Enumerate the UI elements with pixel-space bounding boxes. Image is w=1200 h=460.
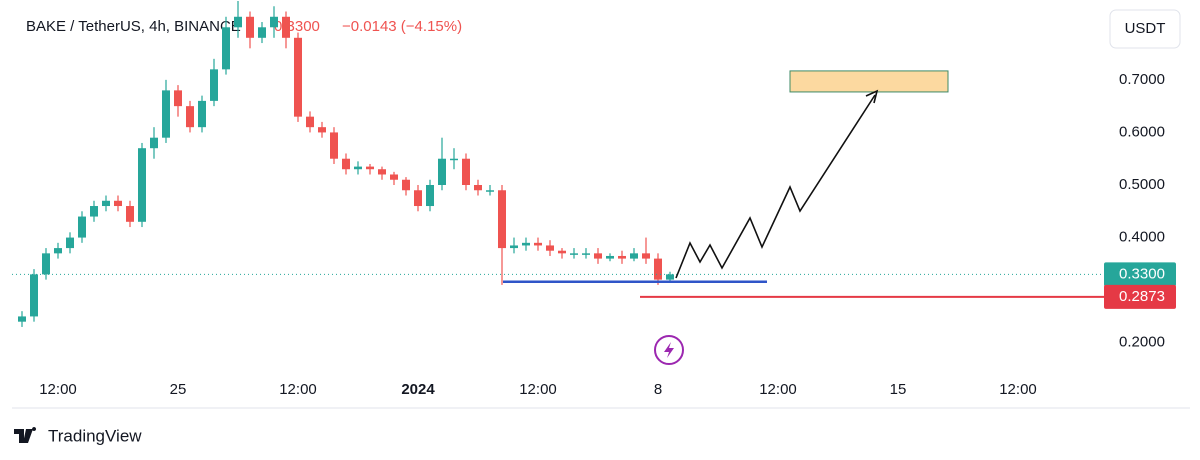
price-tag bbox=[1104, 262, 1176, 287]
candle-body bbox=[18, 316, 26, 322]
candle-body bbox=[66, 237, 74, 249]
candle-body bbox=[246, 16, 254, 38]
projection-path bbox=[675, 94, 876, 279]
chart-title: BAKE / TetherUS, 4h, BINANCE bbox=[26, 18, 241, 35]
candle-body bbox=[438, 158, 446, 185]
candle-body bbox=[306, 116, 314, 128]
candle-body bbox=[498, 190, 506, 249]
candle-body bbox=[102, 200, 110, 207]
candle-body bbox=[114, 200, 122, 207]
candle-body bbox=[642, 253, 650, 259]
header-price: 0.3300 bbox=[274, 18, 320, 35]
currency-button[interactable] bbox=[1109, 9, 1181, 49]
candle-body bbox=[54, 248, 62, 254]
candle-body bbox=[546, 245, 554, 251]
candle-body bbox=[594, 253, 602, 259]
x-tick-label: 8 bbox=[654, 381, 662, 398]
candle-body bbox=[426, 185, 434, 207]
candle-body bbox=[282, 16, 290, 38]
candle-body bbox=[342, 158, 350, 170]
candle-body bbox=[42, 253, 50, 275]
candle-body bbox=[294, 37, 302, 117]
x-tick-label: 2024 bbox=[401, 381, 435, 398]
x-tick-label: 15 bbox=[890, 381, 907, 398]
y-tick-label: 0.2000 bbox=[1119, 334, 1165, 351]
x-tick-label: 25 bbox=[170, 381, 187, 398]
candle-body bbox=[234, 16, 242, 28]
candle-body bbox=[402, 179, 410, 191]
candle-body bbox=[186, 106, 194, 128]
target-zone bbox=[789, 70, 949, 93]
projection-arrowhead bbox=[865, 89, 879, 104]
candle-body bbox=[510, 245, 518, 249]
lightning-icon[interactable] bbox=[654, 335, 684, 365]
candle-body bbox=[90, 206, 98, 217]
candle-body bbox=[318, 127, 326, 133]
candle-body bbox=[606, 255, 614, 259]
candle-body bbox=[570, 253, 578, 255]
y-tick-label: 0.5000 bbox=[1119, 176, 1165, 193]
x-tick-label: 12:00 bbox=[519, 381, 557, 398]
candle-body bbox=[366, 166, 374, 170]
candle-body bbox=[162, 90, 170, 138]
price-tag-label: 0.3300 bbox=[1119, 265, 1165, 282]
candle-body bbox=[222, 27, 230, 70]
candle-body bbox=[558, 250, 566, 254]
candle-body bbox=[174, 90, 182, 107]
x-tick-label: 12:00 bbox=[999, 381, 1037, 398]
y-tick-label: 0.6000 bbox=[1119, 123, 1165, 140]
candle-body bbox=[210, 69, 218, 101]
price-tag bbox=[1104, 284, 1176, 309]
candle-body bbox=[522, 242, 530, 246]
candle-body bbox=[654, 258, 662, 280]
candle-body bbox=[354, 166, 362, 170]
y-tick-label: 0.4000 bbox=[1119, 229, 1165, 246]
candle-body bbox=[582, 253, 590, 255]
candle-body bbox=[414, 190, 422, 207]
brand-name: TradingView bbox=[48, 426, 142, 445]
candle-body bbox=[150, 137, 158, 149]
zigzag-projection bbox=[675, 89, 879, 279]
candle-body bbox=[618, 255, 626, 259]
plot: 0.2000 0.4000 0.5000 0.6000 0.7000 12:00 25 12:… bbox=[12, 1, 1165, 398]
header-change: −0.0143 (−4.15%) bbox=[342, 18, 462, 35]
candle-body bbox=[258, 27, 266, 38]
candle-body bbox=[270, 16, 278, 28]
candle-body bbox=[666, 274, 674, 280]
x-tick-label: 12:00 bbox=[39, 381, 77, 398]
candle-body bbox=[138, 148, 146, 222]
candle-body bbox=[78, 216, 86, 238]
y-tick-label: 0.7000 bbox=[1119, 71, 1165, 88]
candle-body bbox=[126, 206, 134, 222]
x-tick-label: 12:00 bbox=[759, 381, 797, 398]
candle-body bbox=[462, 158, 470, 185]
icon-bolt[interactable] bbox=[664, 342, 674, 358]
brand-mark bbox=[14, 427, 37, 443]
candle-body bbox=[30, 274, 38, 317]
x-tick-label: 12:00 bbox=[279, 381, 317, 398]
price-tag-label: 0.2873 bbox=[1119, 288, 1165, 305]
candle-body bbox=[330, 132, 338, 159]
candle-body bbox=[390, 174, 398, 180]
candle-body bbox=[450, 158, 458, 161]
currency-label[interactable]: USDT bbox=[1125, 20, 1166, 37]
candle-body bbox=[198, 100, 206, 128]
candle-body bbox=[534, 242, 542, 246]
candle-body bbox=[474, 185, 482, 191]
brand-logo bbox=[14, 427, 37, 443]
candle-body bbox=[630, 253, 638, 259]
candle-body bbox=[378, 169, 386, 175]
candle-body bbox=[486, 190, 494, 192]
